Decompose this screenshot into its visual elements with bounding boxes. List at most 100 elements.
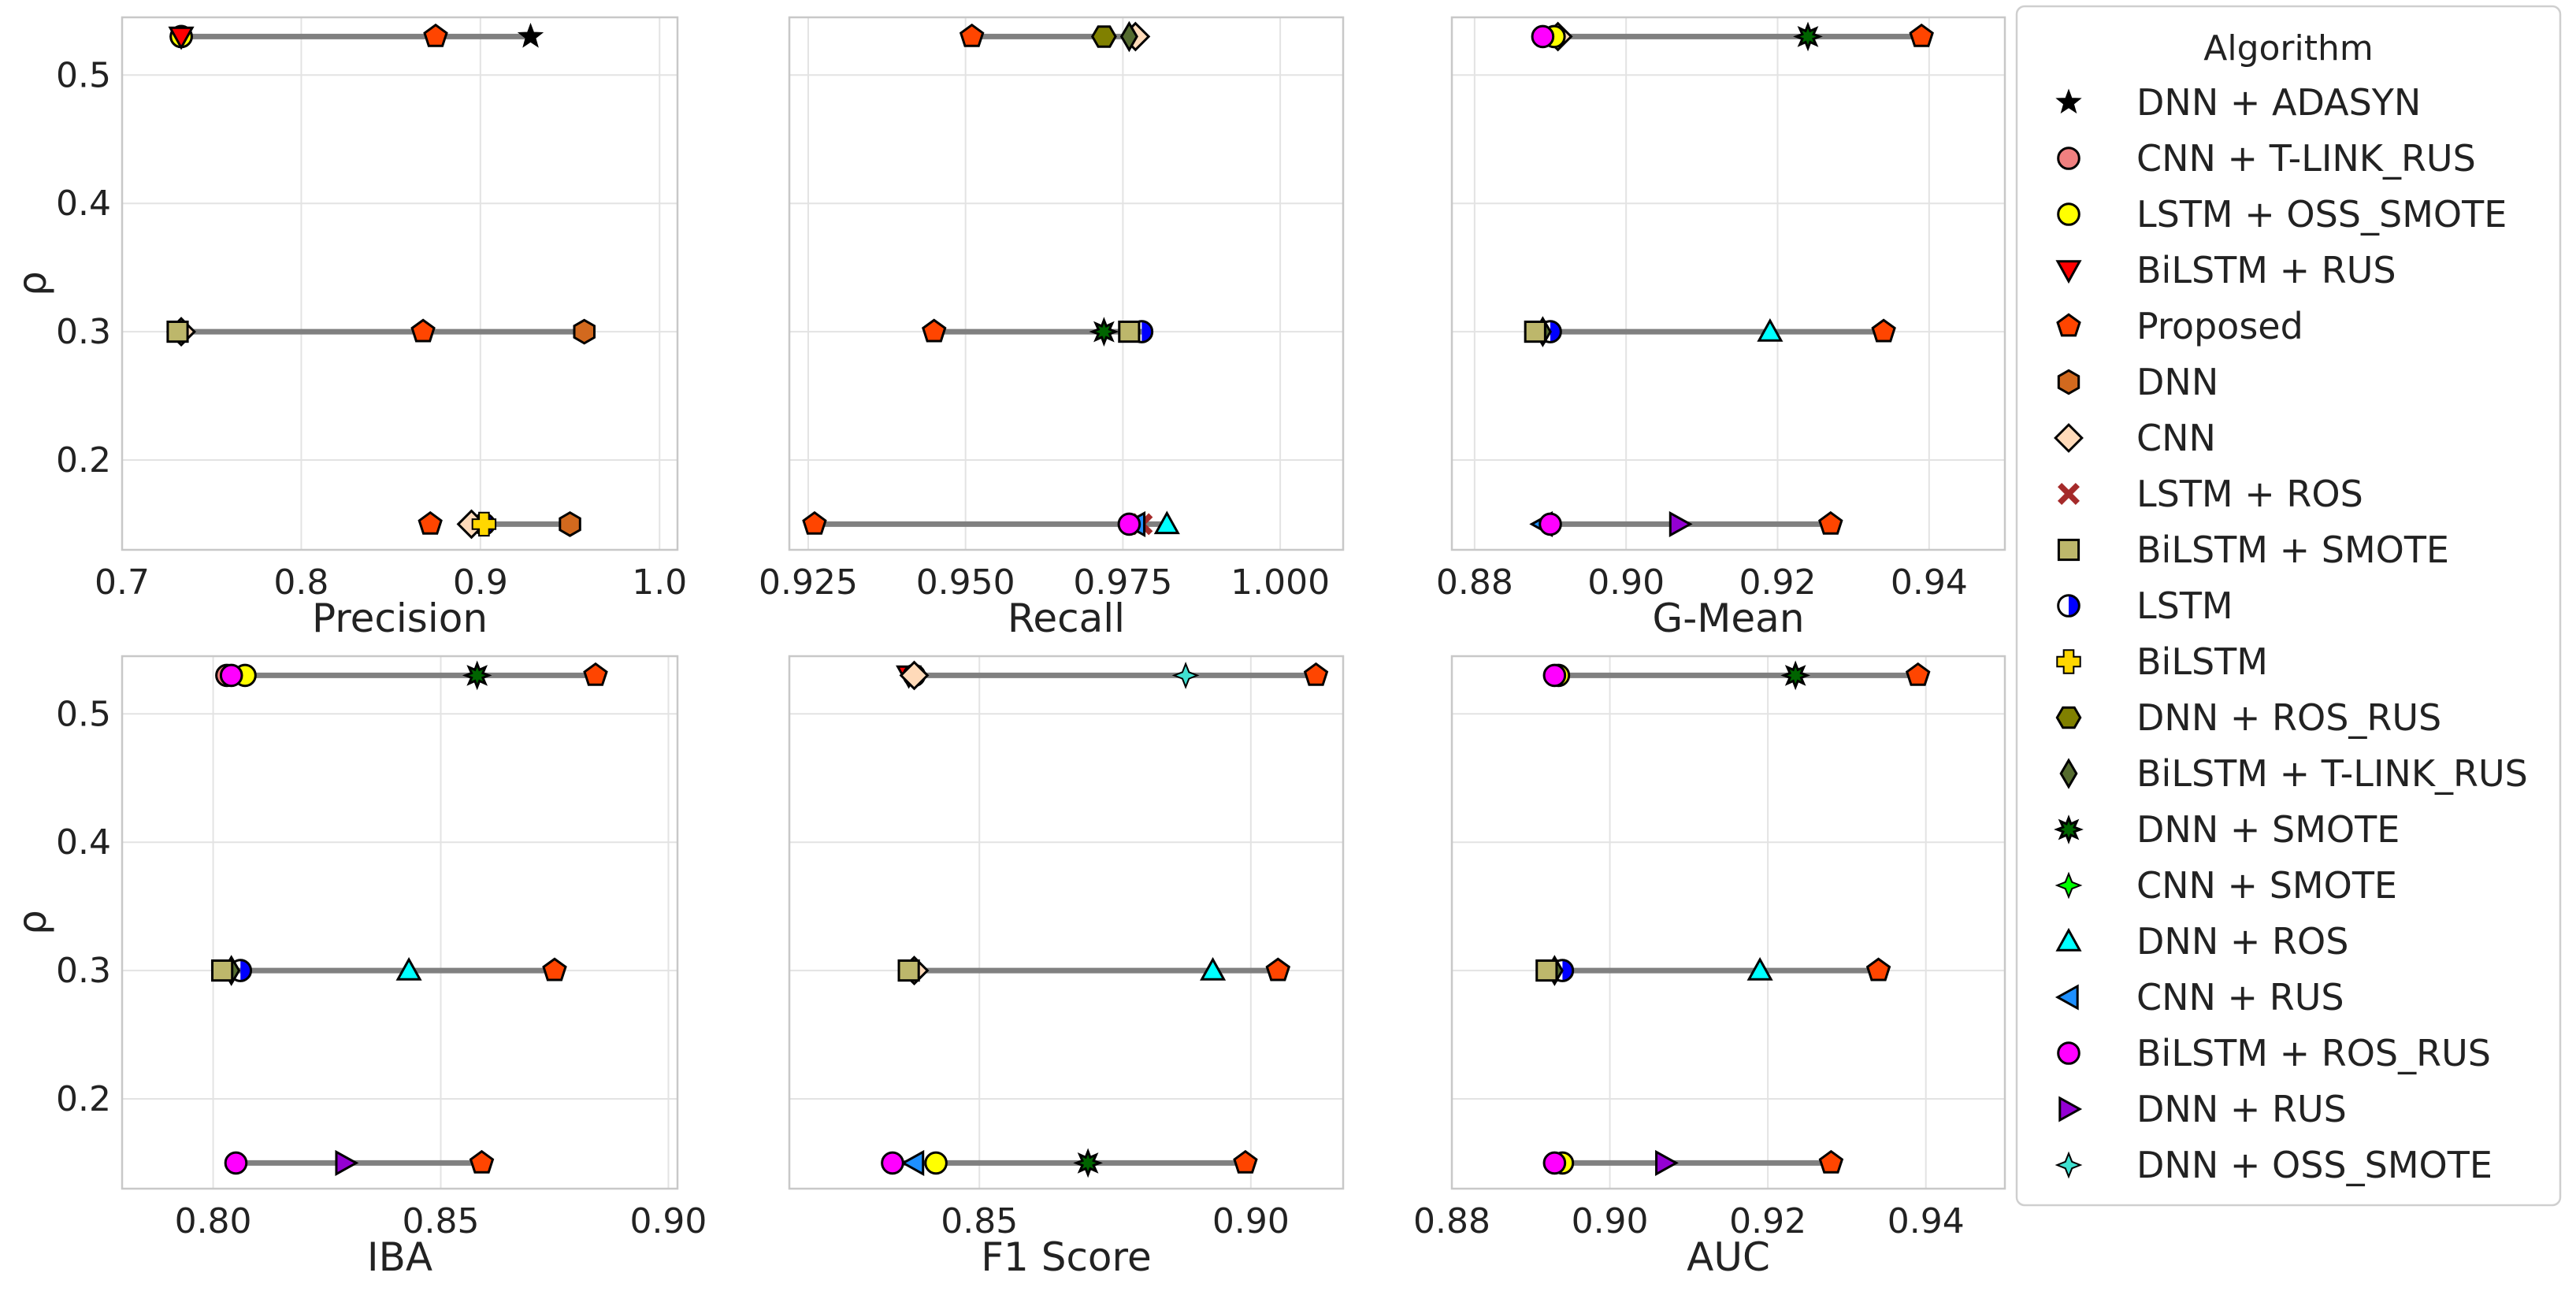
- legend-item-proposed-icon: [2056, 313, 2081, 337]
- legend-item-bilstm-rus-icon-shape: [2055, 260, 2082, 284]
- marker-proposed-shape: [469, 1149, 495, 1174]
- legend-item-cnn-t-link-rus-label: CNN + T-LINK_RUS: [2136, 137, 2476, 180]
- y-tick-label: 0.2: [56, 440, 111, 481]
- panel-iba: 0.80 0.85 0.90 0.2 0.3 0.4 0.5 IBA ρ: [9, 655, 707, 1280]
- x-tick-label: 0.94: [1891, 562, 1968, 603]
- legend-item-dnn: DNN: [2057, 361, 2218, 403]
- legend-item-cnn-rus-icon: [2054, 984, 2079, 1011]
- y-tick-label: 0.4: [56, 184, 111, 224]
- plot-frame: [1450, 16, 2006, 551]
- legend-item-cnn-smote-icon: [2054, 871, 2083, 900]
- legend-item-lstm-oss-smote: LSTM + OSS_SMOTE: [2057, 193, 2507, 236]
- legend-item-dnn-oss-smote-icon: [2054, 1151, 2083, 1179]
- marker-proposed-shape: [922, 318, 947, 343]
- marker-proposed: [1818, 1149, 1844, 1174]
- x-tick-label: 0.7: [95, 562, 150, 603]
- marker-dnn: [559, 510, 581, 537]
- legend-item-cnn-t-link-rus-icon: [2057, 147, 2080, 170]
- marker-dnn-ros-shape: [395, 956, 422, 981]
- marker-dnn-rus-shape: [1668, 510, 1693, 537]
- legend-frame: [2015, 5, 2562, 1207]
- marker-bilstm-ros-rus: [224, 1151, 248, 1175]
- marker-bilstm-ros-rus-shape: [1117, 512, 1141, 536]
- x-axis-label: Precision: [312, 596, 488, 641]
- x-tick-label: 0.925: [759, 562, 858, 603]
- x-tick-label: 0.9: [453, 562, 508, 603]
- y-tick-label: 0.3: [56, 312, 111, 352]
- x-tick-label: 0.90: [1212, 1201, 1290, 1241]
- x-tick-label: 0.90: [1572, 1201, 1649, 1241]
- legend-item-dnn-adasyn: DNN + ADASYN: [2055, 81, 2421, 124]
- panel-precision: 0.7 0.8 0.9 1.0 0.2 0.3 0.4 0.5 Precision ρ: [9, 16, 687, 641]
- x-axis-label: IBA: [367, 1234, 432, 1280]
- marker-dnn-oss-smote-shape: [1171, 661, 1200, 689]
- y-tick-label: 0.5: [56, 694, 111, 734]
- legend-item-dnn-smote: DNN + SMOTE: [2054, 808, 2400, 851]
- marker-bilstm-rus: [168, 26, 195, 50]
- marker-bilstm-shape: [471, 511, 497, 537]
- legend-item-cnn: CNN: [2054, 417, 2216, 459]
- y-tick-label: 0.3: [56, 951, 111, 991]
- legend-item-dnn-rus-label: DNN + RUS: [2136, 1088, 2347, 1130]
- y-axis-label: ρ: [9, 910, 55, 935]
- legend-item-cnn-icon: [2054, 423, 2084, 453]
- legend-item-dnn-icon: [2057, 369, 2080, 395]
- marker-proposed-shape: [1865, 957, 1891, 981]
- marker-bilstm-smote-shape: [166, 320, 189, 343]
- legend-item-bilstm-rus-label: BiLSTM + RUS: [2136, 249, 2396, 291]
- marker-dnn-smote: [1073, 1148, 1103, 1178]
- marker-dnn-rus: [1668, 510, 1693, 537]
- marker-bilstm-smote: [1535, 959, 1558, 982]
- legend-item-dnn-smote-icon-shape: [2054, 814, 2084, 844]
- legend-item-proposed-icon-shape: [2056, 313, 2081, 337]
- marker-dnn-smote: [462, 660, 492, 691]
- legend-item-lstm-label: LSTM: [2136, 584, 2233, 627]
- marker-proposed-shape: [583, 662, 608, 686]
- marker-proposed-shape: [1818, 1149, 1844, 1174]
- marker-lstm-oss-smote: [924, 1151, 948, 1175]
- legend-item-lstm-oss-smote-label: LSTM + OSS_SMOTE: [2136, 193, 2507, 236]
- marker-proposed-shape: [1909, 23, 1934, 47]
- marker-bilstm-t-link-rus-shape: [1119, 20, 1138, 53]
- marker-dnn-ros: [1200, 956, 1227, 981]
- marker-proposed-shape: [959, 23, 985, 47]
- legend-item-dnn-adasyn-label: DNN + ADASYN: [2136, 81, 2421, 124]
- marker-proposed-shape: [410, 318, 436, 343]
- legend-item-dnn-ros-rus: DNN + ROS_RUS: [2055, 696, 2441, 739]
- marker-bilstm-ros-rus: [1117, 512, 1141, 536]
- legend-item-dnn-ros-label: DNN + ROS: [2136, 920, 2348, 963]
- legend-item-cnn-label: CNN: [2136, 417, 2216, 459]
- legend-item-dnn-adasyn-icon-shape: [2055, 88, 2082, 114]
- legend: Algorithm DNN + ADASYN CNN + T-LINK_RUS LST…: [2015, 5, 2562, 1207]
- marker-bilstm-ros-rus: [1542, 663, 1567, 688]
- legend-item-dnn-oss-smote: DNN + OSS_SMOTE: [2054, 1144, 2492, 1186]
- marker-dnn-ros-rus: [1090, 25, 1117, 48]
- marker-dnn: [573, 318, 596, 345]
- plot-frame: [121, 655, 679, 1190]
- legend-item-bilstm-smote-label: BiLSTM + SMOTE: [2136, 529, 2449, 571]
- legend-item-dnn-ros-rus-label: DNN + ROS_RUS: [2136, 696, 2441, 739]
- marker-dnn-shape: [559, 510, 581, 537]
- y-axis-label: ρ: [9, 271, 55, 296]
- marker-proposed: [802, 510, 827, 535]
- legend-item-bilstm-icon: [2056, 649, 2081, 674]
- legend-item-dnn-adasyn-icon: [2055, 88, 2082, 114]
- marker-dnn-smote: [1780, 660, 1810, 691]
- x-tick-label: 0.80: [175, 1201, 252, 1241]
- y-tick-label: 0.4: [56, 822, 111, 863]
- legend-item-dnn-ros: DNN + ROS: [2055, 920, 2348, 963]
- x-tick-label: 0.92: [1729, 1201, 1806, 1241]
- legend-item-bilstm: BiLSTM: [2056, 640, 2268, 683]
- marker-proposed: [922, 318, 947, 343]
- marker-proposed: [1265, 957, 1291, 981]
- marker-proposed: [1303, 662, 1329, 686]
- marker-bilstm: [471, 511, 497, 537]
- legend-item-lstm-ros: LSTM + ROS: [2057, 473, 2363, 515]
- legend-item-dnn-label: DNN: [2136, 361, 2218, 403]
- marker-dnn-smote: [1793, 21, 1823, 52]
- legend-title: Algorithm: [2203, 28, 2374, 69]
- marker-dnn-smote: [1089, 317, 1119, 347]
- marker-proposed-shape: [418, 510, 443, 535]
- x-tick-label: 0.85: [403, 1201, 480, 1241]
- marker-proposed: [959, 23, 985, 47]
